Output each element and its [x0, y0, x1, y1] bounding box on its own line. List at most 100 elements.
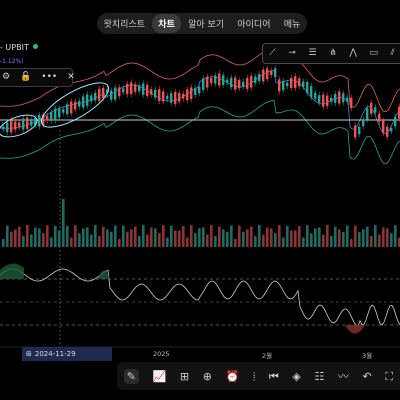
fullscreen-icon[interactable]: ⛶ — [385, 369, 394, 383]
volume-bar — [386, 228, 389, 247]
tab-chart[interactable]: 차트 — [152, 14, 181, 33]
layers-icon[interactable]: ◈ — [292, 369, 301, 383]
horizontal-ray-icon[interactable]: ⊸ — [288, 48, 296, 58]
volume-bar — [66, 225, 69, 247]
volume-bar — [54, 225, 57, 247]
volume-bar — [98, 236, 101, 247]
volume-bar — [358, 231, 361, 247]
volume-bar — [38, 228, 41, 247]
volume-bar — [134, 226, 137, 247]
candle — [398, 106, 400, 119]
candle — [298, 78, 301, 87]
volume-bar — [30, 234, 33, 247]
tab-ideas[interactable]: 아이디어 — [237, 20, 271, 30]
more-icon[interactable]: ••• — [41, 72, 58, 82]
volume-bar — [22, 235, 25, 247]
volume-bar — [278, 225, 281, 247]
candle — [202, 78, 205, 90]
close-icon[interactable]: ✕ — [67, 72, 75, 82]
volume-bar — [150, 227, 153, 247]
layouts-icon[interactable]: ⊞ — [179, 369, 190, 383]
oscillator-line — [0, 268, 400, 328]
candle — [234, 77, 237, 90]
candle — [62, 109, 65, 113]
volume-bar — [90, 234, 93, 247]
highlight-ellipse[interactable] — [0, 111, 40, 142]
candle — [326, 95, 329, 107]
volume-bar — [18, 226, 21, 247]
lock-icon[interactable]: 🔓 — [20, 72, 32, 82]
candle — [262, 69, 265, 82]
compare-icon[interactable]: 〰 — [337, 369, 349, 383]
candle — [66, 104, 69, 115]
volume-bar — [102, 226, 105, 247]
candle — [10, 120, 13, 133]
candle — [114, 87, 117, 100]
candle — [186, 89, 189, 101]
oscillator-oversold-fill — [345, 325, 365, 334]
tab-explore[interactable]: 알아 보기 — [188, 20, 225, 30]
settings-icon[interactable]: ⚙ — [2, 72, 11, 82]
bollinger-band-line — [0, 100, 400, 165]
candle — [306, 81, 309, 94]
alert-icon[interactable]: ⏰ — [225, 369, 240, 383]
add-icon[interactable]: ⊕ — [202, 369, 212, 383]
pattern-icon[interactable]: ⋀ — [349, 48, 357, 58]
volume-bar — [126, 231, 129, 247]
price-change: -1.12%) — [0, 58, 24, 65]
volume-bar — [346, 225, 349, 247]
candle — [390, 127, 393, 132]
tab-menu[interactable]: 메뉴 — [283, 20, 301, 30]
fib-retracement-icon[interactable]: ☰ — [308, 48, 317, 58]
candle — [350, 97, 353, 109]
candle — [154, 89, 157, 98]
candle — [286, 82, 289, 87]
candle — [170, 93, 173, 103]
volume-bar — [302, 237, 305, 247]
candle — [126, 83, 129, 95]
candle — [334, 93, 337, 103]
candle — [318, 95, 321, 103]
undo-icon[interactable]: ↶ — [362, 369, 372, 383]
indicators-icon[interactable]: 📈 — [152, 369, 167, 383]
candle — [378, 113, 381, 122]
candle — [246, 77, 249, 89]
volume-bar — [230, 225, 233, 247]
highlight-ellipse[interactable] — [36, 75, 115, 136]
crosshair-date-badge: ⊞ 2024-11-29 — [22, 347, 112, 361]
candle — [6, 122, 9, 133]
pitchfork-icon[interactable]: ⋔ — [329, 48, 337, 58]
candle — [382, 120, 385, 133]
rectangle-icon[interactable]: ▭ — [369, 48, 378, 58]
candle — [278, 79, 281, 92]
volume-bar — [214, 236, 217, 247]
volume-bar — [42, 233, 45, 247]
candle — [366, 108, 369, 120]
volume-bar — [378, 234, 381, 247]
volume-bar — [274, 233, 277, 247]
parallel-channel-icon[interactable]: ⫽ — [390, 48, 395, 58]
trend-line-icon[interactable]: ⟋ — [269, 48, 276, 58]
volume-bar — [74, 225, 77, 247]
volume-bar — [158, 233, 161, 247]
candle — [178, 93, 181, 102]
xaxis-label-feb: 2월 — [262, 352, 273, 360]
oscillator-overbought-fill — [98, 270, 110, 279]
rewind-icon[interactable]: ⏮ — [268, 369, 279, 383]
volume-bar — [218, 226, 221, 247]
candle — [142, 83, 145, 95]
tab-watchlist[interactable]: 왓치리스트 — [103, 20, 146, 30]
candle — [314, 92, 317, 99]
candle — [218, 73, 221, 86]
volume-bar — [242, 231, 245, 247]
volume-bar — [362, 229, 365, 247]
symbol-legend[interactable]: - UPBIT — [0, 43, 38, 52]
brush-icon[interactable]: ✎ — [123, 368, 140, 384]
replay-icon[interactable]: ⦙ — [252, 369, 256, 383]
candle — [266, 68, 269, 80]
settings-sliders-icon[interactable]: ☷ — [314, 369, 325, 383]
candle — [182, 93, 185, 99]
candle — [374, 107, 377, 113]
candle — [94, 92, 97, 101]
candle — [38, 114, 41, 127]
